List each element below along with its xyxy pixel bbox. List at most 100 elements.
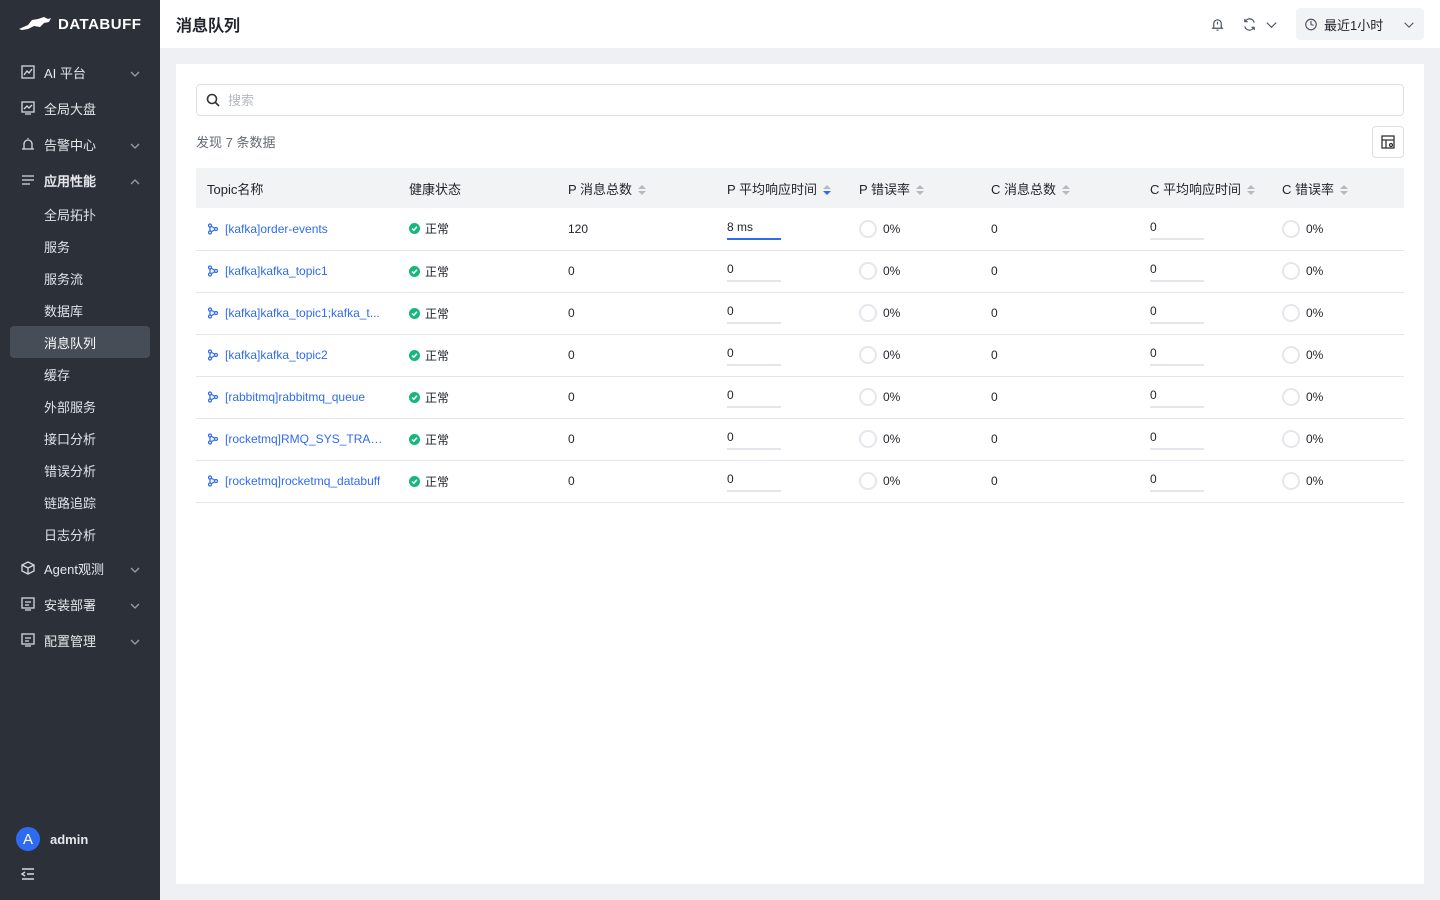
c-avg-cell: 0	[1139, 250, 1271, 293]
topic-link[interactable]: [rocketmq]rocketmq_databuff	[207, 474, 398, 488]
c-total-cell: 0	[980, 334, 1139, 377]
sort-icon[interactable]	[916, 184, 925, 196]
p-avg-bar: 8 ms	[727, 220, 781, 240]
config-icon	[20, 632, 36, 648]
c-avg-cell: 0	[1139, 376, 1271, 419]
sort-icon[interactable]	[1247, 184, 1256, 196]
topic-link[interactable]: [kafka]kafka_topic1;kafka_t...	[207, 306, 398, 320]
topic-link[interactable]: [kafka]kafka_topic2	[207, 348, 398, 362]
topic-name: [kafka]kafka_topic1;kafka_t...	[225, 306, 380, 320]
nav-alarm-center[interactable]: 告警中心	[0, 126, 160, 162]
list-icon	[20, 172, 36, 188]
sidebar-item-database[interactable]: 数据库	[44, 303, 84, 319]
p-avg-cell: 0	[716, 334, 848, 377]
topic-link[interactable]: [kafka]order-events	[207, 222, 398, 236]
brand-logo[interactable]: DATABUFF	[0, 0, 160, 48]
status-badge: 正常	[409, 220, 557, 237]
sidebar-item-cache[interactable]: 缓存	[44, 367, 71, 383]
topic-name: [rocketmq]RMQ_SYS_TRAC...	[225, 432, 387, 446]
status-badge: 正常	[409, 263, 557, 280]
p-avg-value: 0	[727, 388, 734, 402]
chevron-down-icon	[130, 139, 140, 149]
nav-ai-platform[interactable]: AI 平台	[0, 54, 160, 90]
time-range-picker[interactable]: 最近1小时	[1296, 8, 1424, 40]
status-text: 正常	[425, 348, 450, 363]
topic-node-icon	[207, 349, 219, 361]
column-header-label: P 错误率	[859, 181, 911, 197]
p-total-cell: 0	[557, 292, 716, 335]
check-circle-icon	[409, 307, 420, 319]
search-icon	[206, 93, 220, 107]
p-avg-value: 0	[727, 430, 734, 444]
p-avg-cell: 0	[716, 376, 848, 419]
column-header[interactable]: C 消息总数	[980, 168, 1139, 208]
sort-icon[interactable]	[638, 184, 647, 196]
collapse-sidebar-icon[interactable]	[20, 866, 36, 882]
user-profile[interactable]: A admin	[16, 827, 88, 851]
sidebar-item-log-analysis[interactable]: 日志分析	[44, 527, 97, 543]
c-error-ring: 0%	[1282, 430, 1404, 448]
p-error-value: 0%	[883, 474, 901, 488]
column-header[interactable]: P 平均响应时间	[716, 168, 848, 208]
column-header[interactable]: P 错误率	[848, 168, 980, 208]
search-box[interactable]	[196, 84, 1404, 116]
p-avg-cell: 8 ms	[716, 208, 848, 251]
nav-label: 全局大盘	[44, 101, 97, 117]
c-error-value: 0%	[1306, 474, 1324, 488]
p-avg-cell: 0	[716, 292, 848, 335]
p-error-ring: 0%	[859, 430, 980, 448]
sidebar-item-services[interactable]: 服务	[44, 239, 71, 255]
refresh-icon	[1240, 15, 1258, 33]
column-header[interactable]: C 错误率	[1271, 168, 1404, 208]
nav-install-deploy[interactable]: 安装部署	[0, 586, 160, 622]
health-cell: 正常	[398, 460, 557, 503]
topic-link[interactable]: [rabbitmq]rabbitmq_queue	[207, 390, 398, 404]
table-row: [rocketmq]rocketmq_databuff 正常 0 0 0% 0 0 0%	[196, 460, 1404, 503]
user-name: admin	[50, 831, 89, 847]
sidebar-item-tracing[interactable]: 链路追踪	[44, 495, 97, 511]
c-total-cell: 0	[980, 208, 1139, 251]
topic-link[interactable]: [rocketmq]RMQ_SYS_TRAC...	[207, 432, 398, 446]
sidebar-item-message-queue[interactable]: 消息队列	[10, 326, 150, 358]
sidebar-item-api-analysis[interactable]: 接口分析	[44, 431, 97, 447]
column-header[interactable]: P 消息总数	[557, 168, 716, 208]
refresh-control[interactable]	[1240, 15, 1280, 33]
column-settings-button[interactable]	[1372, 126, 1404, 158]
notification-bell-icon[interactable]	[1208, 15, 1226, 33]
bar-fill	[727, 237, 781, 240]
c-total-cell: 0	[980, 418, 1139, 461]
bar-track	[727, 490, 781, 492]
p-avg-cell: 0	[716, 250, 848, 293]
column-header[interactable]: C 平均响应时间	[1139, 168, 1271, 208]
search-input[interactable]	[228, 92, 1378, 108]
sidebar-item-error-analysis[interactable]: 错误分析	[44, 463, 97, 479]
p-error-ring: 0%	[859, 262, 980, 280]
nav-global-dashboard[interactable]: 全局大盘	[0, 90, 160, 126]
p-avg-bar: 0	[727, 388, 781, 408]
sort-icon[interactable]	[1340, 184, 1349, 196]
health-cell: 正常	[398, 376, 557, 419]
avatar: A	[16, 827, 40, 851]
nav-config-management[interactable]: 配置管理	[0, 622, 160, 658]
sidebar-item-service-flow[interactable]: 服务流	[44, 271, 84, 287]
p-error-cell: 0%	[848, 334, 980, 377]
p-total-cell: 0	[557, 250, 716, 293]
check-circle-icon	[409, 349, 420, 361]
bar-track	[727, 364, 781, 366]
nav-apm[interactable]: 应用性能	[0, 162, 160, 198]
sidebar-item-topology[interactable]: 全局拓扑	[44, 207, 97, 223]
topic-link[interactable]: [kafka]kafka_topic1	[207, 264, 398, 278]
p-total-cell: 0	[557, 376, 716, 419]
nav-agent-observe[interactable]: Agent观测	[0, 550, 160, 586]
c-error-cell: 0%	[1271, 460, 1404, 503]
sort-icon[interactable]	[1062, 184, 1071, 196]
c-total-cell: 0	[980, 250, 1139, 293]
ring-icon	[1282, 472, 1300, 490]
sidebar-item-external-services[interactable]: 外部服务	[44, 399, 97, 415]
c-avg-cell: 0	[1139, 208, 1271, 251]
sort-icon[interactable]	[823, 184, 832, 196]
chevron-down-icon	[130, 67, 140, 77]
p-error-value: 0%	[883, 306, 901, 320]
chart-icon	[20, 64, 36, 80]
ring-icon	[859, 472, 877, 490]
